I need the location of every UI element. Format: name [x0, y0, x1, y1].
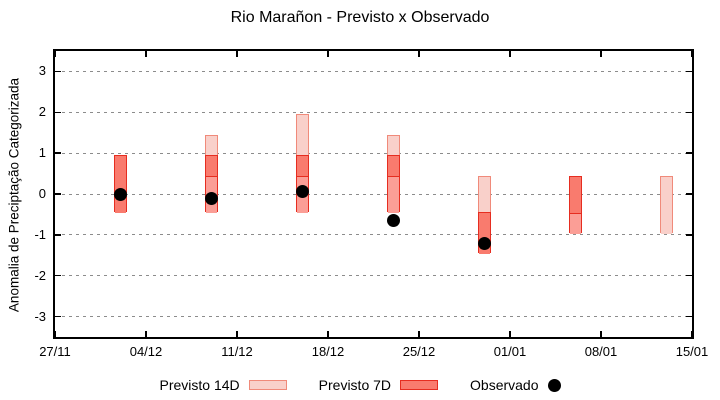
legend-label-previsto-7d: Previsto 7D [318, 377, 392, 393]
x-tick-mark [54, 51, 56, 57]
gridline [55, 152, 692, 154]
segment-divider-line [296, 175, 308, 178]
observado-dot-icon [547, 378, 561, 392]
y-tick-mark [686, 193, 692, 195]
y-tick-mark [55, 234, 61, 236]
x-tick-label: 04/12 [129, 344, 163, 359]
observed-dot [113, 187, 127, 201]
forecast-bar-segment-group [568, 175, 582, 234]
legend: Previsto 14D Previsto 7D Observado [0, 377, 720, 393]
y-tick-mark [686, 234, 692, 236]
forecast-bar-segment [660, 176, 672, 234]
y-tick-label: 0 [38, 186, 46, 201]
legend-item-previsto-7d: Previsto 7D [318, 377, 439, 393]
y-tick-mark [55, 70, 61, 73]
x-tick-mark [327, 51, 329, 57]
x-tick-label: 15/01 [675, 344, 709, 359]
y-tick-label: 1 [38, 145, 46, 161]
x-tick-label: 27/11 [39, 344, 71, 359]
x-tick-label: 25/12 [402, 344, 436, 359]
forecast-bar-segment-group [477, 212, 491, 255]
gridline [55, 111, 692, 113]
y-tick-mark [55, 274, 61, 277]
forecast-bar-segment [205, 156, 217, 177]
x-tick-mark [236, 331, 238, 337]
previsto-7d-swatch-icon [400, 380, 439, 390]
previsto-14d-swatch-icon [248, 380, 287, 390]
x-tick-mark [600, 51, 602, 57]
x-tick-mark [418, 331, 420, 337]
forecast-bar-segment-group [477, 175, 491, 214]
forecast-bar-segment [569, 213, 581, 234]
forecast-bar-segment [296, 115, 308, 157]
y-tick-label: -2 [34, 267, 46, 283]
chart-title: Rio Marañon - Previsto x Observado [230, 9, 490, 26]
y-tick-mark [55, 111, 61, 114]
gridline [55, 316, 692, 318]
x-tick-mark [418, 51, 420, 57]
x-tick-label: 01/01 [493, 344, 527, 359]
gridline [55, 275, 692, 277]
forecast-bar-segment [205, 135, 217, 157]
x-tick-mark [509, 51, 511, 57]
x-tick-label: 11/12 [221, 344, 253, 359]
x-tick-mark [145, 331, 147, 337]
forecast-bar-segment-group [659, 175, 673, 234]
observed-dot [477, 236, 491, 250]
forecast-bar-segment-group [295, 114, 309, 157]
segment-divider-line [569, 212, 581, 215]
x-tick-mark [691, 331, 693, 337]
forecast-bar-segment-group [113, 155, 127, 214]
observed-dot [204, 191, 218, 205]
gridline [55, 234, 692, 236]
gridline [55, 70, 692, 72]
forecast-bar-segment [296, 156, 308, 177]
gridline [55, 193, 692, 195]
observed-dot [386, 214, 400, 228]
y-tick-label: 3 [38, 63, 46, 79]
x-tick-label: 18/12 [311, 344, 345, 359]
observed-dot [295, 185, 309, 199]
x-tick-mark [327, 331, 329, 337]
y-tick-mark [686, 274, 692, 277]
forecast-bar-segment [478, 213, 490, 255]
legend-label-observado: Observado [470, 377, 539, 393]
x-tick-label: 08/01 [584, 344, 618, 359]
y-tick-label: -1 [34, 226, 46, 242]
y-tick-mark [686, 70, 692, 73]
forecast-bar-segment-group [204, 134, 218, 157]
legend-item-previsto-14d: Previsto 14D [160, 377, 287, 393]
forecast-bar-segment [387, 176, 399, 214]
y-tick-mark [686, 315, 692, 318]
x-tick-mark [509, 331, 511, 337]
y-tick-mark [55, 315, 61, 318]
x-tick-mark [236, 51, 238, 57]
legend-label-previsto-14d: Previsto 14D [159, 377, 240, 393]
segment-divider-line [205, 175, 217, 178]
forecast-bar-segment [478, 176, 490, 214]
forecast-bar-segment-group [295, 155, 309, 214]
segment-divider-line [387, 175, 399, 178]
x-tick-mark [691, 51, 693, 57]
forecast-bar-segment-group [386, 134, 400, 157]
y-tick-label: 2 [38, 104, 46, 120]
plot-area [53, 49, 694, 339]
legend-item-observado: Observado [470, 377, 561, 393]
forecast-bar-segment [387, 156, 399, 177]
forecast-bar-segment [114, 156, 126, 214]
y-tick-mark [686, 111, 692, 114]
y-tick-mark [686, 152, 692, 154]
x-tick-mark [145, 51, 147, 57]
x-tick-mark [54, 331, 56, 337]
x-tick-mark [600, 331, 602, 337]
forecast-bar-segment-group [386, 155, 400, 214]
y-tick-mark [55, 152, 61, 154]
forecast-bar-segment [569, 176, 581, 214]
y-tick-label: -3 [34, 308, 46, 324]
forecast-bar-segment [387, 135, 399, 157]
y-tick-mark [55, 193, 61, 195]
